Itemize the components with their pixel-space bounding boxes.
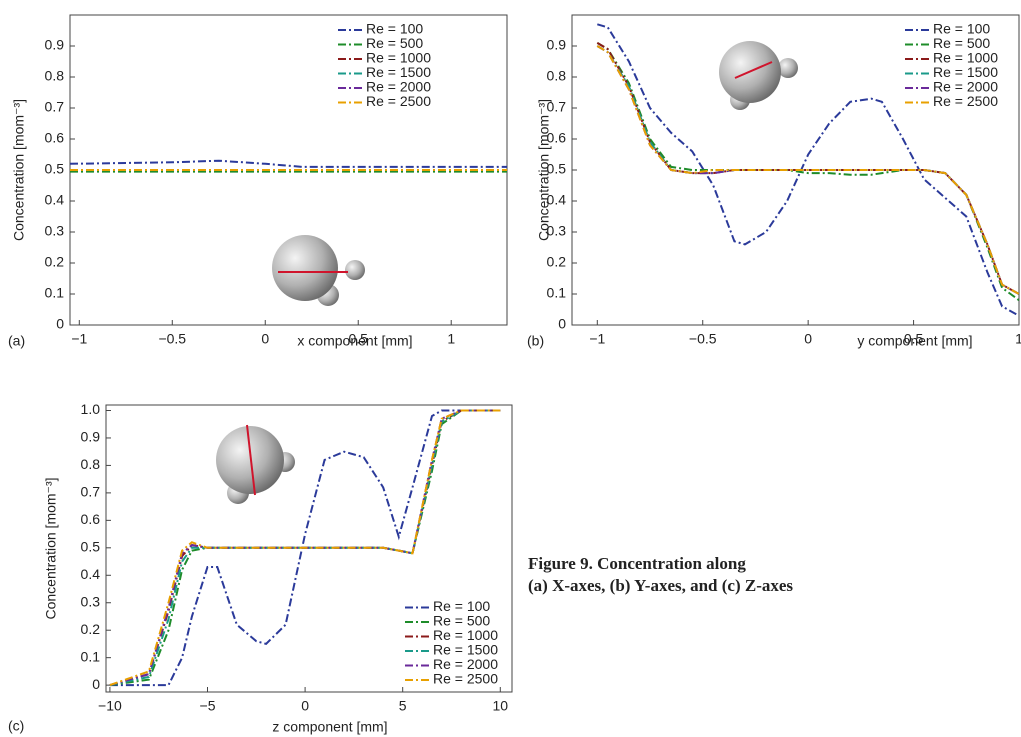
legend-label: Re = 1000 [433,627,498,643]
y-tick-label: 0.8 [45,68,65,84]
caption: (a) X-axes, (b) Y-axes, and (c) Z-axes [528,576,793,595]
legend-label: Re = 2500 [933,93,998,109]
x-tick-label: 0 [804,331,812,347]
legend-label: Re = 1500 [366,64,431,80]
y-tick-label: 0.7 [547,99,567,115]
legend-label: Re = 1500 [433,642,498,658]
x-axis-label: y component [mm] [857,333,972,349]
y-tick-label: 0.9 [547,37,567,53]
x-tick-label: −10 [98,698,122,714]
legend-label: Re = 2000 [933,79,998,95]
panel-label: (c) [8,718,24,734]
series-line [597,23,1019,317]
x-tick-label: 1 [1015,331,1021,347]
y-tick-label: 0.1 [81,648,101,664]
y-tick-label: 0.3 [547,223,567,239]
legend-label: Re = 1000 [366,50,431,66]
y-tick-label: 0.4 [81,566,101,582]
panel-label: (b) [527,333,544,349]
legend-label: Re = 500 [433,613,490,629]
y-tick-label: 0.3 [45,223,65,239]
y-tick-label: 0.4 [45,192,65,208]
caption: Figure 9. Concentration along [528,554,746,573]
x-tick-label: 0 [261,331,269,347]
x-axis-label: z component [mm] [272,719,387,735]
y-tick-label: 0 [56,316,64,332]
y-tick-label: 0.6 [547,130,567,146]
legend-label: Re = 2000 [433,656,498,672]
y-tick-label: 0.4 [547,192,567,208]
series-line [109,409,501,687]
x-tick-label: −1 [589,331,605,347]
y-tick-label: 0.7 [45,99,65,115]
x-tick-label: −5 [200,698,216,714]
x-tick-label: 0.5 [904,331,924,347]
y-tick-label: 0.8 [547,68,567,84]
plot-frame [105,404,513,693]
y-axis-label: Concentration [mom⁻³] [11,99,27,241]
y-tick-label: 0.2 [547,254,567,270]
sphere-icon-b [719,41,798,110]
y-tick-label: 0.2 [81,621,101,637]
legend-label: Re = 2500 [433,671,498,687]
y-tick-label: 0.9 [81,429,101,445]
x-tick-label: −0.5 [689,331,717,347]
x-tick-label: −0.5 [158,331,186,347]
y-tick-label: 0.8 [81,456,101,472]
y-tick-label: 0.6 [45,130,65,146]
y-tick-label: 0.5 [81,539,101,555]
y-tick-label: 0.5 [547,161,567,177]
y-tick-label: 0.9 [45,37,65,53]
series-line [109,409,501,687]
series-line [109,409,501,687]
legend-label: Re = 2500 [366,93,431,109]
y-axis-label: Concentration [mom⁻³] [43,478,59,620]
series-line [596,45,1019,295]
y-tick-label: 0.1 [45,285,65,301]
sphere-icon-a [272,235,365,306]
sphere-icon-c [216,424,295,504]
y-tick-label: 1.0 [81,401,101,417]
legend-label: Re = 500 [366,35,423,51]
y-tick-label: 0.5 [45,161,65,177]
x-tick-label: 0.5 [348,331,368,347]
y-tick-label: 0.7 [81,484,101,500]
legend-label: Re = 1000 [933,50,998,66]
legend-label: Re = 1500 [933,64,998,80]
y-tick-label: 0.6 [81,511,101,527]
legend-label: Re = 100 [433,598,490,614]
y-tick-label: 0.2 [45,254,65,270]
x-tick-label: −1 [71,331,87,347]
x-tick-label: 0 [301,698,309,714]
y-tick-label: 0 [558,316,566,332]
panel-label: (a) [8,333,25,349]
y-axis-label: Concentration [mom⁻³] [536,99,552,241]
y-tick-label: 0 [92,676,100,692]
legend-label: Re = 100 [933,21,990,37]
x-tick-label: 1 [447,331,455,347]
legend-label: Re = 2000 [366,79,431,95]
x-tick-label: 10 [492,698,508,714]
legend-label: Re = 500 [933,35,990,51]
legend-label: Re = 100 [366,21,423,37]
y-tick-label: 0.1 [547,285,567,301]
x-axis-label: x component [mm] [297,333,412,349]
y-tick-label: 0.3 [81,593,101,609]
x-tick-label: 5 [399,698,407,714]
series-line [70,159,507,168]
